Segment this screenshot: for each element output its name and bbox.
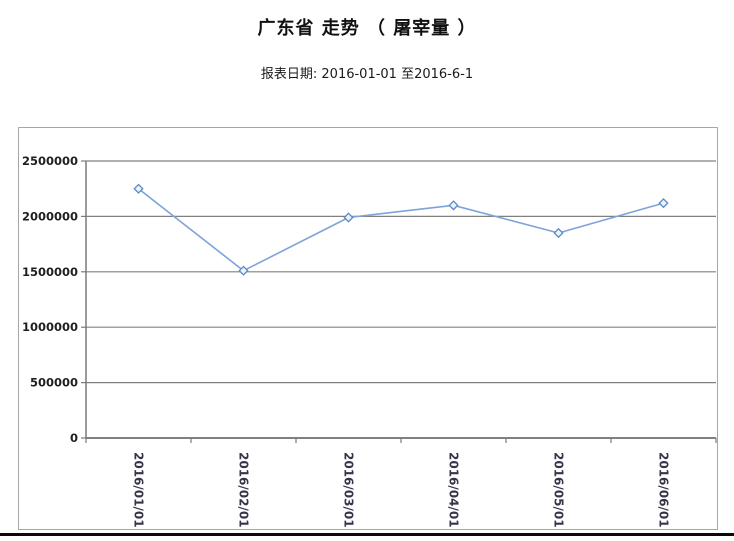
x-axis-label: 2016/01/01 [131,452,145,528]
x-axis-label: 2016/06/01 [656,452,670,528]
y-axis-label: 0 [70,431,78,445]
chart-canvas: 2500000 2000000 1500000 1000000 500000 0 2016/… [22,154,717,528]
data-point-marker [448,200,459,211]
data-point-marker [553,227,564,239]
y-axis-label: 2500000 [22,154,78,168]
data-point-marker [133,183,144,194]
x-axis-label: 2016/04/01 [446,452,460,528]
report-date-range: 报表日期: 2016-01-01 至2016-6-1 [260,67,474,82]
bottom-divider [0,533,734,536]
trend-line-chart: 2500000 2000000 1500000 1000000 500000 0 2016/… [18,127,718,530]
y-axis-label: 1500000 [22,265,78,279]
y-axis-label: 500000 [30,376,78,390]
data-point-marker [343,212,354,223]
y-axis-label: 2000000 [22,209,78,223]
page-title: 广东省 走势 （ 屠宰量 ） [257,18,477,39]
x-axis-label: 2016/05/01 [551,452,565,528]
data-point-marker [238,265,249,276]
series-line [137,187,665,272]
y-axis-label: 1000000 [22,320,78,334]
x-axis-label: 2016/03/01 [341,452,355,528]
data-point-marker [658,197,669,209]
x-axis-label: 2016/02/01 [236,452,250,528]
